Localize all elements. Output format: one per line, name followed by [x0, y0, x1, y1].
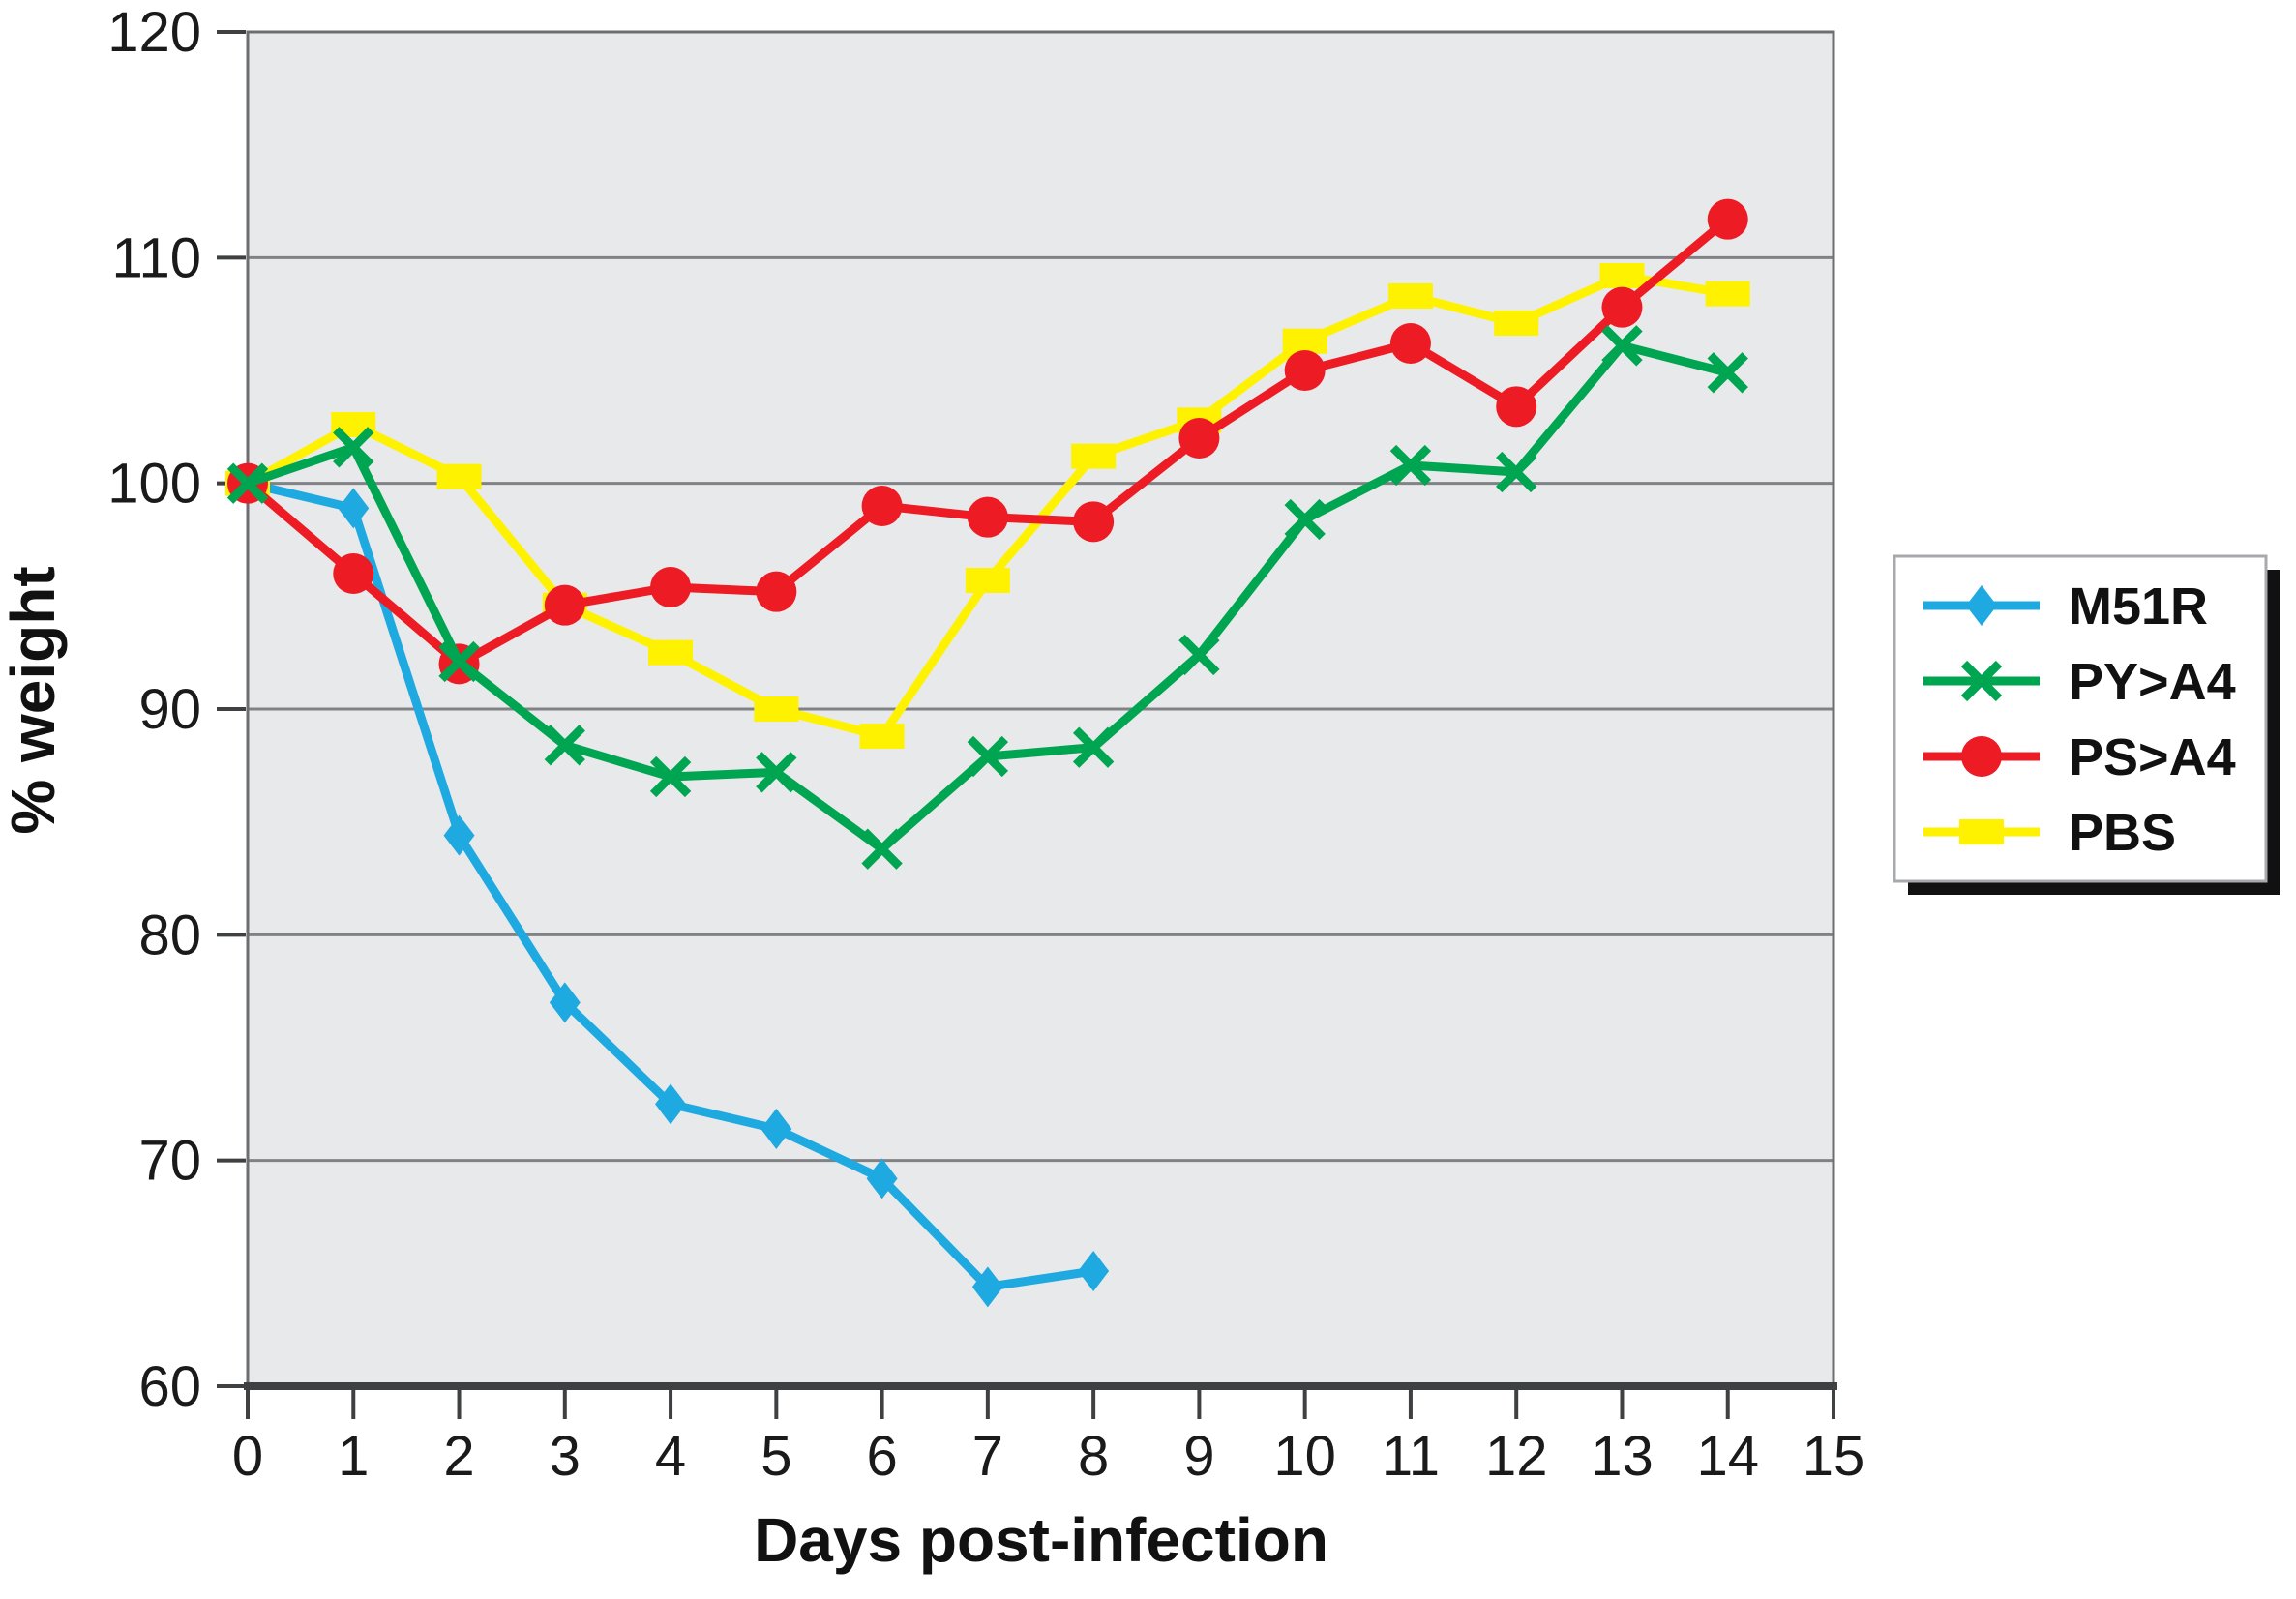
- x-tick-label-13: 13: [1591, 1425, 1654, 1488]
- marker-x: [333, 427, 374, 468]
- marker-circle: [1389, 323, 1431, 364]
- y-tick-label-110: 110: [112, 226, 201, 289]
- x-tick-label-11: 11: [1382, 1425, 1440, 1488]
- x-tick-label-10: 10: [1273, 1425, 1336, 1488]
- marker-circle: [1496, 386, 1537, 428]
- marker-x: [1389, 444, 1432, 487]
- marker-circle: [1073, 501, 1115, 543]
- x-tick-label-7: 7: [972, 1425, 1003, 1488]
- marker-circle: [1284, 350, 1326, 391]
- marker-x: [1284, 498, 1326, 541]
- marker-circle: [1178, 418, 1220, 459]
- marker-x: [1072, 726, 1115, 768]
- marker-square: [1071, 443, 1117, 469]
- series-PY>A4: [226, 325, 1748, 870]
- marker-circle: [333, 553, 374, 594]
- marker-square: [1387, 283, 1433, 309]
- x-tick-label-4: 4: [655, 1425, 686, 1488]
- marker-square: [1705, 281, 1750, 307]
- y-tick-label-70: 70: [138, 1130, 201, 1193]
- marker-square: [1959, 819, 2004, 844]
- x-tick-label-2: 2: [443, 1425, 474, 1488]
- marker-circle: [756, 571, 797, 612]
- marker-x: [544, 725, 585, 766]
- marker-x: [861, 828, 903, 870]
- x-tick-label-12: 12: [1485, 1425, 1548, 1488]
- marker-circle: [861, 486, 903, 526]
- x-tick-label-1: 1: [338, 1425, 369, 1488]
- x-tick-label-5: 5: [760, 1425, 791, 1488]
- marker-square: [1282, 328, 1327, 354]
- legend-label-PS>A4: PS>A4: [2069, 728, 2236, 786]
- marker-circle: [1707, 198, 1748, 240]
- marker-diamond: [549, 982, 581, 1023]
- marker-square: [1599, 263, 1645, 288]
- marker-diamond: [1966, 585, 1997, 626]
- marker-circle: [967, 496, 1008, 538]
- marker-diamond: [338, 488, 370, 529]
- marker-diamond: [866, 1158, 898, 1199]
- x-tick-label-9: 9: [1183, 1425, 1214, 1488]
- marker-diamond: [443, 814, 475, 856]
- marker-x: [967, 735, 1009, 778]
- marker-circle: [1961, 736, 2002, 777]
- x-tick-label-15: 15: [1803, 1425, 1865, 1488]
- x-tick-label-0: 0: [232, 1425, 263, 1488]
- marker-circle: [650, 567, 692, 607]
- marker-x: [1707, 352, 1748, 394]
- marker-x: [1960, 660, 2003, 702]
- y-tick-label-90: 90: [138, 678, 201, 741]
- y-axis-title: % weight: [0, 566, 68, 834]
- marker-x: [756, 752, 797, 793]
- series-M51R: [232, 462, 1110, 1308]
- marker-square: [965, 568, 1010, 593]
- legend-label-M51R: M51R: [2069, 577, 2208, 636]
- x-tick-label-8: 8: [1078, 1425, 1109, 1488]
- marker-x: [438, 640, 480, 683]
- x-tick-label-6: 6: [866, 1425, 897, 1488]
- marker-x: [649, 755, 692, 798]
- marker-square: [648, 639, 694, 666]
- x-tick-label-14: 14: [1696, 1425, 1759, 1488]
- legend-label-PBS: PBS: [2069, 804, 2176, 862]
- legend: M51R PY>A4 PS>A4 PBS: [1893, 554, 2280, 895]
- x-axis-title: Days post-infection: [754, 1505, 1328, 1575]
- marker-diamond: [760, 1109, 792, 1149]
- legend-box: [1893, 554, 2268, 883]
- legend-label-PY>A4: PY>A4: [2069, 653, 2236, 711]
- y-tick-label-120: 120: [107, 1, 201, 64]
- marker-square: [859, 724, 905, 749]
- marker-circle: [544, 584, 585, 626]
- marker-diamond: [655, 1083, 687, 1125]
- marker-diamond: [971, 1266, 1003, 1308]
- marker-square: [754, 696, 799, 722]
- marker-diamond: [1078, 1251, 1110, 1291]
- marker-x: [1178, 634, 1220, 676]
- marker-circle: [1601, 286, 1643, 328]
- x-tick-label-3: 3: [550, 1425, 581, 1488]
- y-tick-label-80: 80: [138, 903, 201, 966]
- y-tick-label-100: 100: [107, 453, 201, 516]
- marker-x: [1601, 325, 1643, 367]
- marker-x: [1496, 451, 1537, 493]
- marker-x: [226, 462, 269, 504]
- marker-square: [436, 463, 482, 489]
- marker-square: [1494, 311, 1539, 336]
- y-tick-label-60: 60: [138, 1355, 201, 1418]
